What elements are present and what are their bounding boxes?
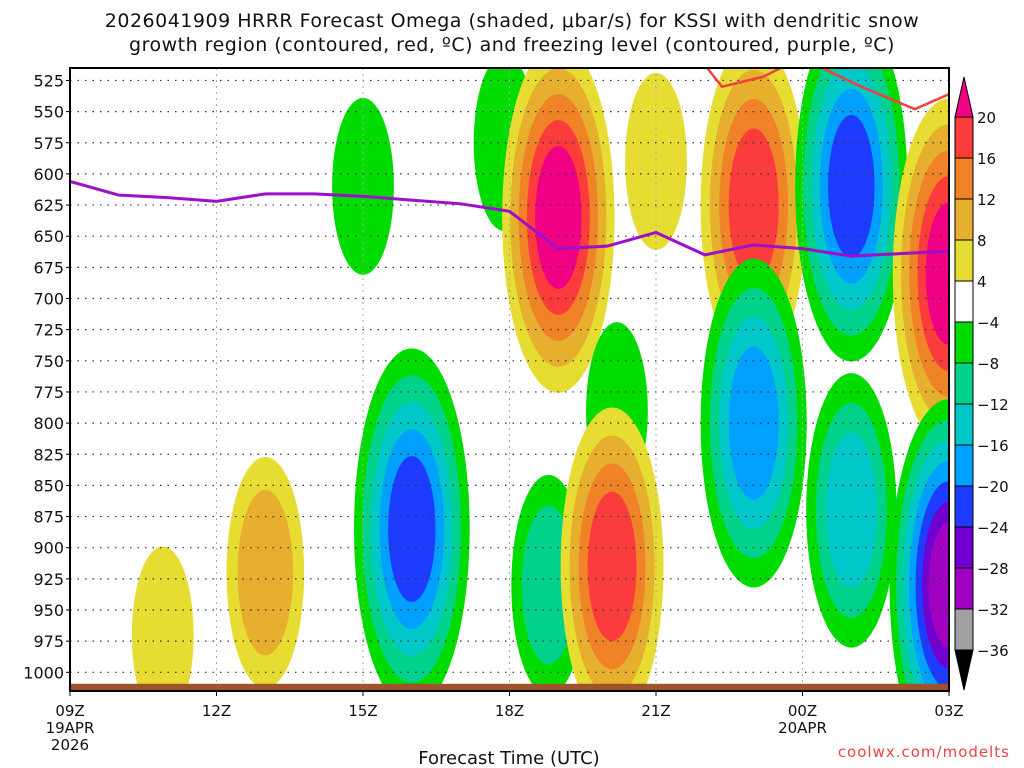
omega-cell	[502, 68, 615, 393]
y-tick-label: 750	[33, 352, 64, 371]
omega-cell	[795, 68, 908, 362]
colorbar-tick-label: −8	[977, 355, 999, 373]
y-tick-label: 950	[33, 601, 64, 620]
omega-contour-band	[828, 114, 875, 258]
contour-lines	[70, 68, 949, 258]
x-tick-label: 00Z	[788, 702, 817, 720]
x-tick-sublabel: 20APR	[778, 719, 827, 737]
x-tick-label: 21Z	[641, 702, 670, 720]
omega-contour-band	[237, 489, 294, 656]
colorbar-swatch	[954, 362, 974, 405]
omega-cell	[226, 457, 305, 689]
colorbar-tick-label: −36	[977, 642, 1009, 660]
y-tick-label: 800	[33, 414, 64, 433]
colorbar-swatch	[954, 567, 974, 610]
omega-contour-band	[825, 432, 877, 588]
y-tick-label: 525	[33, 71, 64, 90]
omega-cell	[560, 407, 664, 691]
omega-contour-band	[131, 546, 194, 691]
omega-cell	[889, 399, 949, 691]
colorbar-max-arrow	[954, 76, 974, 118]
y-tick-label: 700	[33, 290, 64, 309]
colorbar-swatch	[954, 280, 974, 323]
y-tick-label: 725	[33, 321, 64, 340]
omega-cell	[625, 72, 687, 250]
colorbar-tick-label: −28	[977, 560, 1009, 578]
terrain-fill	[70, 683, 949, 691]
y-tick-label: 625	[33, 196, 64, 215]
y-tick-label: 550	[33, 103, 64, 122]
colorbar-swatch	[954, 157, 974, 200]
x-tick-label: 12Z	[202, 702, 231, 720]
y-tick-label: 650	[33, 227, 64, 246]
x-tick-label: 18Z	[495, 702, 524, 720]
colorbar-swatch	[954, 116, 974, 159]
dendritic-growth-contour	[706, 68, 784, 89]
colorbar-tick-label: 8	[977, 232, 987, 250]
y-tick-label: 600	[33, 165, 64, 184]
freezing-level-line	[70, 179, 949, 258]
colorbar-swatch	[954, 485, 974, 528]
colorbar: 20 16 12 8 4 −4 −8 −12 −16 −20 −24 −28 −32 −36	[954, 76, 1009, 691]
colorbar-tick-label: 20	[977, 109, 996, 127]
colorbar-tick-label: −24	[977, 519, 1009, 537]
y-tick-label: 975	[33, 632, 64, 651]
y-tick-label: 850	[33, 476, 64, 495]
y-tick-label: 875	[33, 508, 64, 527]
terrain	[70, 683, 949, 691]
y-tick-label: 825	[33, 445, 64, 464]
colorbar-swatch	[954, 321, 974, 364]
y-tick-label: 775	[33, 383, 64, 402]
x-tick-label: 09Z	[55, 702, 84, 720]
colorbar-tick-label: −16	[977, 437, 1009, 455]
omega-shading	[131, 68, 949, 691]
colorbar-tick-label: −32	[977, 601, 1009, 619]
omega-cell	[131, 546, 194, 691]
x-tick-sublabel: 19APR	[46, 719, 95, 737]
omega-contour-band	[332, 97, 394, 275]
credit-text: coolwx.com/modelts	[838, 743, 1010, 761]
x-tick-sublabel: 2026	[51, 736, 89, 754]
colorbar-tick-label: 16	[977, 150, 996, 168]
omega-cell	[806, 373, 897, 648]
y-tick-label: 1000	[23, 663, 64, 682]
grid	[70, 68, 949, 691]
y-tick-label: 575	[33, 134, 64, 153]
omega-contour-band	[625, 72, 687, 250]
omega-contour-band	[928, 522, 949, 648]
colorbar-swatch	[954, 403, 974, 446]
omega-contour-band	[925, 202, 949, 346]
x-tick-label: 15Z	[348, 702, 377, 720]
colorbar-tick-label: 12	[977, 191, 996, 209]
y-tick-label: 925	[33, 570, 64, 589]
colorbar-swatch	[954, 608, 974, 651]
colorbar-tick-label: −4	[977, 314, 999, 332]
y-tick-label: 900	[33, 539, 64, 558]
colorbar-tick-label: −20	[977, 478, 1009, 496]
y-tick-label: 675	[33, 258, 64, 277]
colorbar-tick-label: 4	[977, 273, 987, 291]
chart-title-line-2: growth region (contoured, red, ºC) and f…	[129, 34, 895, 56]
omega-cell	[354, 348, 470, 691]
colorbar-swatch	[954, 526, 974, 569]
colorbar-swatch	[954, 444, 974, 487]
y-axis: 525 550 575 600 625 650 675 700 725 750 775 800 825 8…	[23, 71, 70, 682]
colorbar-min-arrow	[954, 649, 974, 691]
omega-contour-band	[587, 491, 637, 642]
omega-cell	[892, 98, 949, 449]
x-tick-label: 03Z	[934, 702, 963, 720]
omega-cell	[332, 97, 394, 275]
chart-title-line-1: 2026041909 HRRR Forecast Omega (shaded, …	[104, 10, 920, 32]
omega-contour-band	[388, 455, 436, 603]
omega-contour-band	[535, 146, 582, 289]
dendritic-growth-contour	[819, 68, 949, 111]
colorbar-swatch	[954, 239, 974, 282]
colorbar-swatch	[954, 198, 974, 241]
x-axis-label: Forecast Time (UTC)	[418, 748, 599, 768]
colorbar-tick-label: −12	[977, 396, 1009, 414]
